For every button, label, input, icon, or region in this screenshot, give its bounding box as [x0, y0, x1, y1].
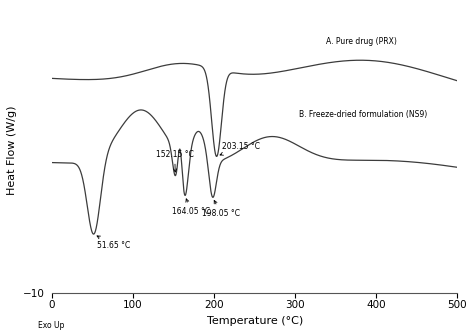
Text: 164.05 °C: 164.05 °C: [172, 199, 210, 216]
Text: 198.05 °C: 198.05 °C: [202, 200, 240, 218]
Text: 51.65 °C: 51.65 °C: [97, 236, 131, 250]
X-axis label: Temperature (°C): Temperature (°C): [207, 316, 303, 326]
Y-axis label: Heat Flow (W/g): Heat Flow (W/g): [7, 105, 17, 195]
Text: B. Freeze-dried formulation (NS9): B. Freeze-dried formulation (NS9): [299, 111, 428, 120]
Text: Exo Up: Exo Up: [38, 321, 64, 330]
Text: A. Pure drug (PRX): A. Pure drug (PRX): [326, 37, 397, 46]
Text: 203.15 °C: 203.15 °C: [220, 142, 260, 155]
Text: 152.15 °C: 152.15 °C: [156, 150, 193, 172]
